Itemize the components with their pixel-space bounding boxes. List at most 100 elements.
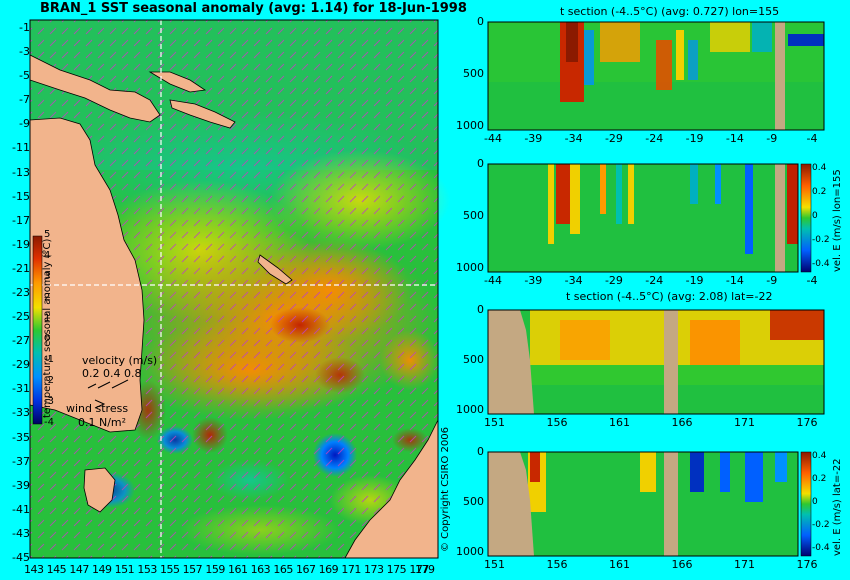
map-ytick: -31 [12, 382, 30, 396]
map-ytick: -45 [12, 551, 30, 564]
velocity-colorbar-tick: 0.4 [812, 163, 827, 173]
map-ytick: -43 [12, 526, 30, 540]
map-xtick: 147 [69, 563, 89, 576]
colorbar-tick: -2 [44, 375, 54, 387]
map-ytick: -29 [12, 358, 30, 372]
section-xtick: -44 [484, 132, 502, 145]
map-xtick: 143 [24, 563, 44, 576]
section-xtick: 161 [608, 558, 630, 571]
sst-map [29, 19, 450, 559]
wind-legend-label: wind stress [66, 402, 129, 415]
map-xtick: 175 [386, 563, 407, 576]
section-ytick: 1000 [456, 402, 484, 416]
section-xtick: -19 [685, 132, 704, 145]
wind-legend-scale: 0.1 N/m² [78, 416, 127, 429]
velocity-legend-arrows [87, 379, 129, 409]
section-ytick: 1000 [456, 260, 484, 274]
section-xtick: -34 [564, 274, 583, 287]
velocity-colorbar-tick: 0 [812, 211, 818, 221]
section-xtick: 151 [484, 416, 505, 429]
velocity-lat-plot [487, 451, 812, 557]
map-xtick: 177 [409, 563, 429, 576]
map-ytick: -1 [19, 21, 30, 34]
map-xtick: 145 [46, 563, 67, 576]
velocity-lat-colorbar-label: vel. E (m/s) lat=-22 [832, 458, 843, 556]
section-xtick: -19 [685, 274, 704, 287]
section-xtick: -24 [645, 274, 664, 287]
tsection-lon-plot [487, 21, 825, 131]
map-ytick: -3 [19, 45, 30, 59]
map-xtick: 159 [205, 563, 225, 576]
section-ytick: 0 [477, 157, 484, 170]
velocity-lon-plot [487, 163, 812, 273]
section-ytick: 500 [463, 66, 484, 80]
colorbar-tick: 2 [44, 291, 51, 303]
velocity-lon-colorbar-label: vel. E (m/s) lon=155 [832, 169, 843, 272]
section-xtick: -44 [484, 274, 502, 287]
map-ytick: -11 [12, 141, 30, 155]
map-ytick: -21 [12, 261, 30, 275]
colorbar-tick: -1 [44, 354, 54, 366]
map-ytick: -17 [12, 213, 30, 227]
map-ytick: -15 [12, 189, 30, 203]
map-xtick: 165 [273, 563, 293, 576]
map-xtick: 169 [318, 563, 339, 576]
map-xtick: 151 [114, 563, 135, 576]
colorbar-tick: 1 [44, 312, 51, 324]
map-xtick: 167 [296, 563, 316, 576]
tsection-lat-plot [487, 309, 825, 415]
section-ytick: 500 [463, 494, 484, 508]
section-xtick: -29 [604, 274, 623, 287]
section-xtick: -9 [766, 132, 778, 145]
section-ytick: 500 [463, 208, 484, 222]
map-ytick: -41 [12, 502, 30, 516]
map-xtick: 163 [250, 563, 271, 576]
map-ytick: -39 [12, 478, 30, 492]
colorbar-tick: -3 [44, 396, 54, 408]
section-xtick: -14 [725, 274, 744, 287]
section-ytick: 1000 [456, 118, 484, 132]
map-ytick: -13 [12, 165, 30, 179]
colorbar-tick: 0 [44, 333, 51, 345]
section-xtick: 156 [546, 416, 568, 429]
section-xtick: 176 [796, 416, 818, 429]
velocity-colorbar-tick: -0.2 [812, 235, 830, 245]
map-xtick: 171 [341, 563, 361, 576]
colorbar-tick: 4 [44, 249, 51, 261]
map-ytick: -19 [12, 237, 30, 251]
section-ytick: 0 [477, 445, 484, 458]
velocity-colorbar-tick: 0.2 [812, 187, 827, 197]
velocity-colorbar-tick: -0.4 [812, 543, 830, 553]
colorbar-tick: 5 [44, 229, 51, 240]
map-ytick: -37 [12, 454, 30, 468]
section-xtick: 166 [671, 558, 693, 571]
section-xtick: -24 [645, 132, 664, 145]
tsection-lon-title: t section (-4..5°C) (avg: 0.727) lon=155 [560, 5, 780, 18]
sst-colorbar [32, 235, 43, 425]
section-xtick: -39 [524, 132, 543, 145]
section-xtick: -29 [604, 132, 623, 145]
section-ytick: 0 [477, 15, 484, 28]
map-xtick: 173 [364, 563, 384, 576]
map-ytick: -9 [19, 117, 30, 131]
section-xtick: 151 [484, 558, 505, 571]
section-ytick: 500 [463, 352, 484, 366]
velocity-legend-label: velocity (m/s) [82, 354, 158, 367]
section-ytick: 0 [477, 303, 484, 316]
map-xtick: 179 [415, 563, 435, 576]
velocity-legend-scale: 0.2 0.4 0.8 [82, 367, 142, 380]
map-ytick: -25 [12, 310, 30, 324]
map-xtick: 157 [182, 563, 203, 576]
main-chart-title: BRAN_1 SST seasonal anomaly (avg: 1.14) … [40, 1, 467, 16]
map-xtick: 149 [92, 563, 112, 576]
section-xtick: -4 [806, 132, 818, 145]
velocity-colorbar-tick: -0.4 [812, 259, 830, 269]
map-ytick: -5 [19, 69, 30, 83]
map-ytick: -35 [12, 430, 30, 444]
map-xtick: 153 [137, 563, 157, 576]
velocity-colorbar-tick: -0.2 [812, 520, 830, 530]
section-xtick: -9 [766, 274, 778, 287]
section-xtick: -4 [806, 274, 818, 287]
section-xtick: 161 [608, 416, 630, 429]
section-xtick: 171 [733, 416, 755, 429]
